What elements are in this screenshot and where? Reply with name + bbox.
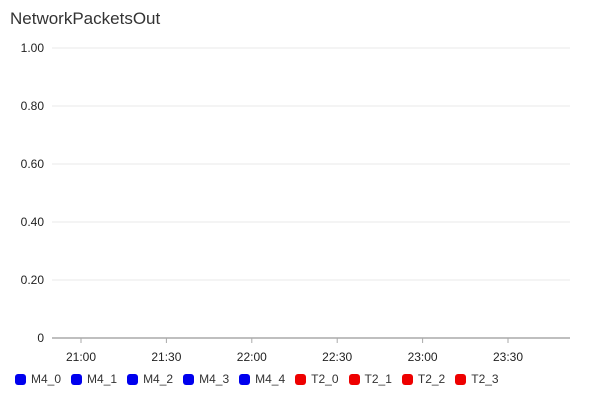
legend-swatch bbox=[455, 373, 467, 385]
legend-label: T2_1 bbox=[364, 372, 392, 386]
legend-swatch bbox=[295, 373, 307, 385]
y-tick-label: 0.80 bbox=[21, 99, 45, 113]
legend: M4_0 M4_1 M4_2 M4_3 M4_4 T2_0 T2_1 T2_2 T2_3 bbox=[15, 372, 509, 386]
x-tick-label: 23:00 bbox=[408, 350, 438, 364]
legend-label: M4_4 bbox=[255, 372, 286, 386]
legend-item[interactable]: T2_3 bbox=[455, 372, 499, 386]
legend-label: M4_3 bbox=[199, 372, 230, 386]
y-tick-label: 0.20 bbox=[21, 273, 45, 287]
legend-swatch bbox=[127, 373, 139, 385]
legend-item[interactable]: T2_2 bbox=[401, 372, 446, 386]
legend-item[interactable]: M4_2 bbox=[127, 372, 173, 386]
y-tick-label: 0.60 bbox=[21, 157, 45, 171]
legend-swatch bbox=[183, 373, 195, 385]
x-tick-label: 21:00 bbox=[66, 350, 96, 364]
legend-label: M4_0 bbox=[31, 372, 62, 386]
plot-area: 1.00 0.80 0.60 0.40 0.20 0 21:00 21:30 22:00 22:3… bbox=[21, 41, 570, 364]
legend-swatch bbox=[71, 373, 83, 385]
y-tick-label: 0 bbox=[37, 331, 44, 345]
legend-item[interactable]: M4_3 bbox=[183, 372, 229, 386]
legend-swatch bbox=[348, 373, 360, 385]
legend-item[interactable]: T2_0 bbox=[295, 372, 339, 386]
x-tick-label: 21:30 bbox=[151, 350, 181, 364]
legend-item[interactable]: M4_1 bbox=[71, 372, 117, 386]
legend-label: T2_0 bbox=[311, 372, 339, 386]
legend-swatch bbox=[15, 373, 26, 385]
x-tick-label: 22:00 bbox=[237, 350, 267, 364]
legend-swatch bbox=[401, 373, 413, 385]
x-tick-label: 23:30 bbox=[493, 350, 523, 364]
y-tick-label: 0.40 bbox=[21, 215, 45, 229]
legend-swatch bbox=[239, 373, 251, 385]
legend-label: M4_2 bbox=[143, 372, 174, 386]
legend-label: M4_1 bbox=[87, 372, 118, 386]
x-tick-label: 22:30 bbox=[322, 350, 352, 364]
y-tick-label: 1.00 bbox=[21, 41, 45, 55]
legend-item[interactable]: M4_4 bbox=[239, 372, 285, 386]
chart-title: NetworkPacketsOut bbox=[10, 9, 161, 28]
legend-label: T2_2 bbox=[417, 372, 446, 386]
legend-label: T2_3 bbox=[471, 372, 499, 386]
legend-item[interactable]: T2_1 bbox=[348, 372, 392, 386]
legend-item[interactable]: M4_0 bbox=[15, 372, 61, 386]
